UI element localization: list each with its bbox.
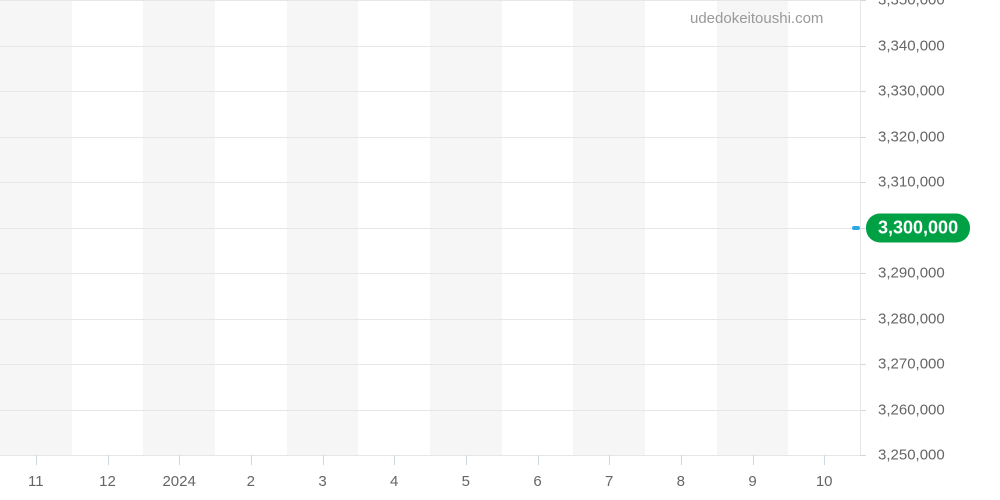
x-axis-label: 2 (247, 473, 255, 490)
x-axis-label: 10 (816, 473, 833, 490)
x-tick (466, 455, 467, 465)
gridline-horizontal (0, 410, 860, 411)
x-tick (824, 455, 825, 465)
x-tick (251, 455, 252, 465)
gridline-horizontal (0, 46, 860, 47)
x-axis-label: 11 (28, 473, 44, 490)
gridline-horizontal (0, 182, 860, 183)
x-axis-label: 3 (318, 473, 326, 490)
watermark: udedokeitoushi.com (690, 10, 823, 27)
y-axis-label: 3,340,000 (878, 37, 945, 54)
current-price-label: 3,300,000 (878, 217, 958, 238)
gridline-horizontal (0, 91, 860, 92)
x-tick (179, 455, 180, 465)
x-tick (609, 455, 610, 465)
x-tick (538, 455, 539, 465)
gridline-horizontal (0, 0, 860, 1)
gridline-horizontal (0, 455, 860, 456)
y-axis-label: 3,250,000 (878, 447, 945, 464)
y-axis-label: 3,350,000 (878, 0, 945, 9)
x-tick (323, 455, 324, 465)
y-axis-label: 3,330,000 (878, 83, 945, 100)
x-axis-label: 9 (748, 473, 756, 490)
gridline-horizontal (0, 364, 860, 365)
x-axis-label: 8 (677, 473, 685, 490)
gridline-horizontal (0, 273, 860, 274)
y-axis-label: 3,260,000 (878, 401, 945, 418)
x-tick (36, 455, 37, 465)
x-axis-label: 2024 (162, 473, 195, 490)
y-tick (860, 455, 866, 456)
gridline-horizontal (0, 228, 860, 229)
plot-area (0, 0, 860, 455)
x-tick (681, 455, 682, 465)
x-tick (108, 455, 109, 465)
y-axis-label: 3,310,000 (878, 174, 945, 191)
x-axis-label: 12 (99, 473, 116, 490)
current-price-marker (852, 226, 860, 230)
current-price-badge: 3,300,000 (866, 213, 970, 242)
gridline-horizontal (0, 319, 860, 320)
y-axis-label: 3,280,000 (878, 310, 945, 327)
x-axis-label: 5 (462, 473, 470, 490)
x-axis-label: 4 (390, 473, 398, 490)
x-tick (753, 455, 754, 465)
x-axis-label: 6 (533, 473, 541, 490)
plot-right-border (860, 0, 861, 455)
price-chart: 3,250,000 3,260,000 3,270,000 3,280,000 3,29… (0, 0, 1000, 500)
y-axis-label: 3,290,000 (878, 265, 945, 282)
x-tick (394, 455, 395, 465)
y-axis-label: 3,270,000 (878, 356, 945, 373)
x-axis-label: 7 (605, 473, 613, 490)
gridline-horizontal (0, 137, 860, 138)
y-axis-label: 3,320,000 (878, 128, 945, 145)
